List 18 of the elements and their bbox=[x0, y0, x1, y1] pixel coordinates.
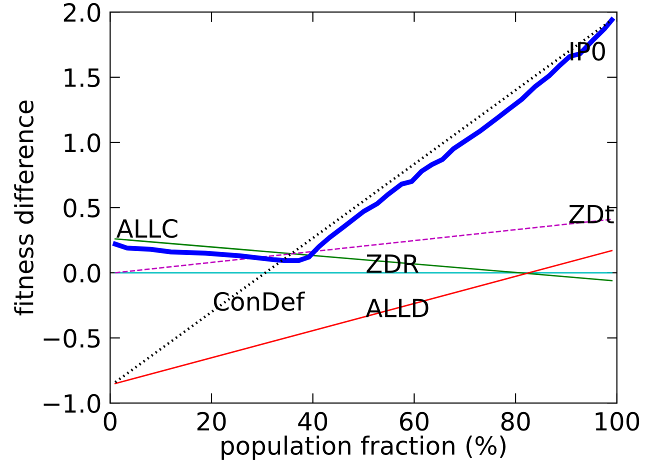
annotation: ConDef bbox=[214, 292, 306, 311]
x-tick-label: 20 bbox=[197, 412, 226, 431]
x-tick-label: 40 bbox=[298, 412, 328, 431]
x-tick-label: 0 bbox=[104, 412, 116, 431]
y-axis-title: fitness difference bbox=[14, 100, 34, 316]
x-tick-label: 60 bbox=[400, 412, 428, 431]
x-axis-title: population fraction (%) bbox=[222, 436, 506, 460]
annotation: ZDt bbox=[569, 205, 614, 224]
annotation: ALLC bbox=[116, 219, 178, 238]
y-tick-label: 0.5 bbox=[64, 198, 100, 218]
y-tick-label: −0.5 bbox=[44, 328, 100, 348]
y-tick-label: 1.0 bbox=[64, 133, 100, 152]
x-tick-label: 80 bbox=[501, 412, 530, 431]
y-tick-label: 0.0 bbox=[64, 264, 100, 283]
y-tick-label: −1.0 bbox=[44, 394, 100, 413]
x-tick-label: 100 bbox=[596, 412, 640, 431]
y-tick-label: 1.5 bbox=[64, 68, 100, 88]
y-tick-label: 2.0 bbox=[64, 3, 100, 22]
